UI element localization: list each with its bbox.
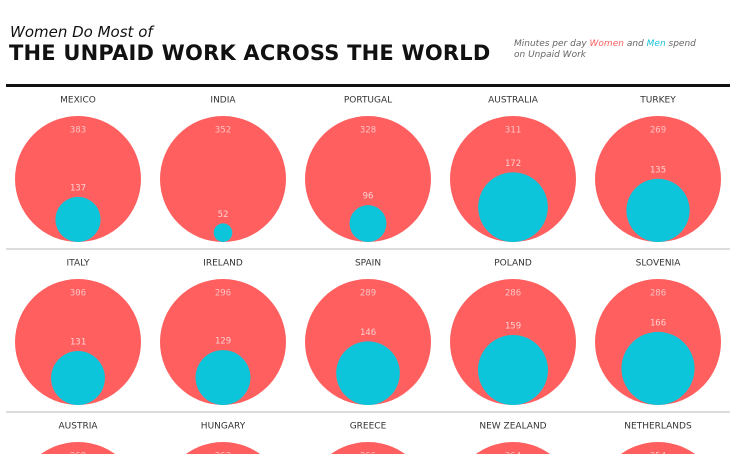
women-value: 328 — [360, 126, 376, 136]
category-label: AUSTRIA — [58, 422, 98, 432]
women-circle — [621, 442, 695, 454]
women-value: 269 — [650, 126, 666, 136]
men-circle — [195, 350, 251, 405]
women-value: 266 — [360, 452, 376, 454]
men-circle — [478, 172, 548, 243]
women-value: 286 — [650, 289, 666, 299]
category-label: INDIA — [210, 96, 236, 106]
legend-men: Men — [646, 39, 666, 49]
subtitle-text: Minutes per day — [514, 39, 587, 49]
women-value: 311 — [505, 126, 521, 136]
men-value: 129 — [215, 337, 231, 347]
men-circle — [349, 205, 387, 242]
women-circle — [305, 116, 431, 242]
category-label: NEW ZEALAND — [479, 422, 546, 432]
men-circle — [621, 331, 695, 405]
category-label: GREECE — [350, 422, 387, 432]
women-circle — [160, 279, 286, 405]
men-circle — [213, 223, 233, 242]
men-value: 137 — [70, 183, 86, 193]
category-label: SPAIN — [355, 259, 381, 269]
women-circle — [476, 442, 550, 454]
legend-women: Women — [589, 39, 624, 49]
men-circle — [336, 341, 400, 405]
women-value: 286 — [505, 289, 521, 299]
women-circle — [186, 442, 260, 454]
men-value: 166 — [650, 318, 666, 328]
women-circle — [15, 116, 141, 242]
category-label: SLOVENIA — [636, 259, 682, 269]
men-value: 52 — [218, 210, 229, 220]
chart-title: THE UNPAID WORK ACROSS THE WORLD — [9, 41, 491, 65]
subtitle-text: and — [626, 39, 644, 49]
category-label: TURKEY — [639, 96, 676, 106]
women-value: 306 — [70, 289, 86, 299]
women-circle — [331, 442, 405, 454]
subtitle-text: spend — [668, 39, 696, 49]
category-label: AUSTRALIA — [488, 96, 539, 106]
men-value: 96 — [363, 192, 374, 202]
category-label: PORTUGAL — [344, 96, 392, 106]
category-label: IRELAND — [203, 259, 243, 269]
women-circle — [160, 116, 286, 242]
men-value: 159 — [505, 321, 521, 331]
men-value: 172 — [505, 159, 521, 169]
women-value: 262 — [215, 452, 231, 454]
men-circle — [626, 178, 690, 242]
category-label: MEXICO — [60, 96, 96, 106]
women-value: 383 — [70, 126, 86, 136]
men-circle — [477, 334, 549, 405]
men-value: 146 — [360, 328, 376, 338]
women-value: 269 — [70, 452, 86, 454]
women-value: 289 — [360, 289, 376, 299]
men-circle — [55, 196, 101, 242]
women-value: 296 — [215, 289, 231, 299]
category-label: NETHERLANDS — [624, 422, 692, 432]
women-value: 264 — [505, 452, 521, 454]
men-value: 135 — [650, 165, 666, 175]
women-circle — [41, 442, 115, 454]
women-value: 352 — [215, 126, 231, 136]
category-label: POLAND — [494, 259, 532, 269]
women-circle — [15, 279, 141, 405]
subtitle: Minutes per day Women and Men spend on U… — [514, 39, 696, 61]
subtitle-text: on Unpaid Work — [514, 50, 586, 60]
category-label: HUNGARY — [201, 422, 246, 432]
men-circle — [51, 351, 105, 405]
men-value: 131 — [70, 338, 86, 348]
category-label: ITALY — [67, 259, 90, 269]
header-rule — [6, 84, 730, 87]
pretitle: Women Do Most of — [10, 23, 153, 41]
women-value: 254 — [650, 452, 666, 454]
